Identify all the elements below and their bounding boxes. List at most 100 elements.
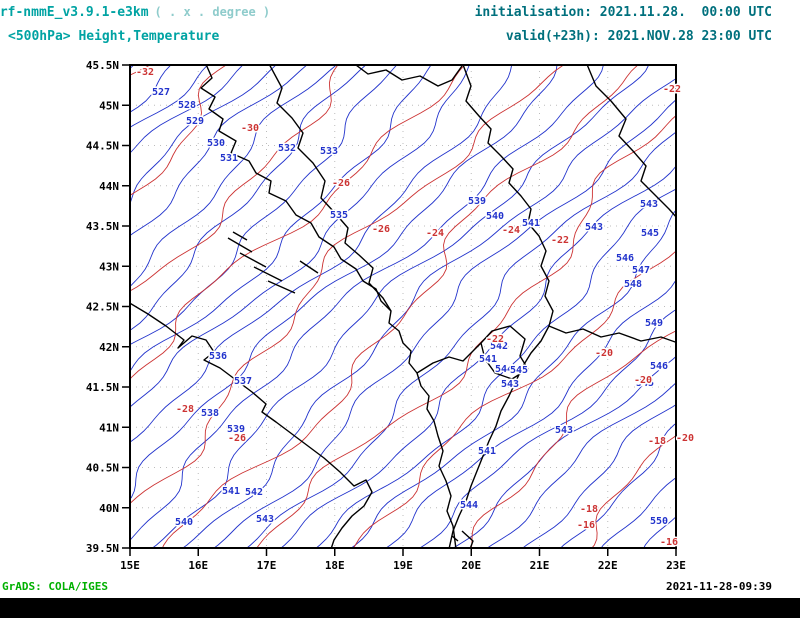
temp-contour-line xyxy=(131,66,338,291)
height-contour-label: 548 xyxy=(624,279,642,290)
height-contour-label: 541 xyxy=(478,446,496,457)
temp-contour-line xyxy=(131,66,465,379)
x-axis-label: 18E xyxy=(325,559,345,572)
temp-contour-label: -28 xyxy=(176,404,194,415)
height-contour-label: 539 xyxy=(468,196,486,207)
coastline-east-adriatic xyxy=(200,66,457,547)
height-contour-label: 547 xyxy=(632,265,650,276)
height-contour-line xyxy=(643,517,675,547)
temp-contour-line xyxy=(353,251,675,547)
height-contour-label: 531 xyxy=(220,153,238,164)
height-contour-label: 539 xyxy=(227,424,245,435)
height-contour-label: 535 xyxy=(330,210,348,221)
height-contour-label: 530 xyxy=(207,138,225,149)
height-contour-label: 546 xyxy=(616,253,634,264)
temp-contour-label: -20 xyxy=(676,433,694,444)
height-contour-line xyxy=(131,66,243,153)
temp-contour-label: -22 xyxy=(551,235,569,246)
height-contour-line xyxy=(247,132,675,547)
temp-contour-line xyxy=(131,66,563,504)
height-contour-label: 544 xyxy=(460,500,478,511)
y-axis-label: 42N xyxy=(99,341,119,354)
coastline-corfu-greece xyxy=(451,530,474,547)
model-title-line: wrf-nmmE_v3.9.1-e3km ( . x . degree ) xyxy=(0,5,270,20)
y-axis-label: 39.5N xyxy=(86,542,119,555)
height-contour-line xyxy=(714,35,800,575)
height-contours xyxy=(0,35,800,575)
temp-contour-line xyxy=(256,115,675,547)
axis-labels: 45.5N 45N 44.5N 44N 43.5N 43N 42.5N 42N 41.5N 41N… xyxy=(86,59,686,572)
height-contour-line xyxy=(487,383,675,547)
height-contour-line xyxy=(131,66,208,128)
y-axis-label: 45N xyxy=(99,99,119,112)
temp-contour-line xyxy=(627,35,800,575)
height-contour-label: 549 xyxy=(645,318,663,329)
height-contour-label: 545 xyxy=(510,365,528,376)
temp-contours xyxy=(131,35,800,575)
border-dinaric-inland xyxy=(269,66,392,312)
temp-contour-line xyxy=(162,66,638,547)
y-axis-label: 43.5N xyxy=(86,220,119,233)
y-axis-label: 41.5N xyxy=(86,381,119,394)
height-contour-label: 542 xyxy=(490,341,508,352)
border-north-pannonian xyxy=(356,66,463,87)
field-title: <500hPa> Height,Temperature xyxy=(8,29,220,44)
temp-contour-label: -22 xyxy=(663,84,681,95)
y-axis-label: 40N xyxy=(99,502,119,515)
init-time-label: initialisation: 2021.11.28. 00:00 UTC xyxy=(474,5,772,20)
height-contour-label: 527 xyxy=(152,87,170,98)
temp-contour-label: -26 xyxy=(332,178,350,189)
y-axis-label: 41N xyxy=(99,421,119,434)
height-contour-label: 537 xyxy=(234,376,252,387)
temp-contour-label: -26 xyxy=(372,224,390,235)
temp-contour-line xyxy=(131,66,226,196)
temp-contour-label: -30 xyxy=(241,123,259,134)
model-subtitle: ( . x . degree ) xyxy=(154,5,271,19)
model-title: wrf-nmmE_v3.9.1-e3km xyxy=(0,5,149,20)
height-contour-line xyxy=(131,66,366,331)
temp-contour-label: -24 xyxy=(426,228,444,239)
height-contour-line xyxy=(214,100,675,547)
height-contour-label: 543 xyxy=(256,514,274,525)
height-contour-line xyxy=(386,280,675,547)
border-northeast xyxy=(586,66,675,217)
y-axis-label: 40.5N xyxy=(86,462,119,475)
height-contour-line xyxy=(131,66,336,287)
height-contour-label: 541 xyxy=(222,486,240,497)
height-contour-label: 543 xyxy=(640,199,658,210)
height-contour-label: 533 xyxy=(320,146,338,157)
temp-contour-label: -20 xyxy=(595,348,613,359)
temp-contour-label: -18 xyxy=(580,504,598,515)
x-axis-label: 23E xyxy=(666,559,686,572)
height-contour-line xyxy=(0,35,97,575)
height-contour-line xyxy=(153,66,649,547)
height-contour-label: 528 xyxy=(178,100,196,111)
height-contour-line xyxy=(281,166,675,547)
temp-contour-label: -16 xyxy=(577,520,595,531)
height-contour-label: 543 xyxy=(501,379,519,390)
bottom-black-bar xyxy=(0,598,800,618)
x-axis-label: 21E xyxy=(530,559,550,572)
height-contour-label: 532 xyxy=(278,143,296,154)
coastline-italy xyxy=(131,302,373,547)
height-contour-label: 529 xyxy=(186,116,204,127)
height-contour-line xyxy=(131,66,512,443)
y-axis-label: 44.5N xyxy=(86,140,119,153)
height-contour-label: 546 xyxy=(650,361,668,372)
valid-time-label: valid(+23h): 2021.NOV.28 23:00 UTC xyxy=(505,29,772,44)
temp-contour-label: -18 xyxy=(648,436,666,447)
y-axis-label: 43N xyxy=(99,260,119,273)
temp-contour-label: -26 xyxy=(228,433,246,444)
height-contour-line xyxy=(601,477,675,547)
height-contour-line xyxy=(131,66,470,407)
height-contour-label: 550 xyxy=(650,516,668,527)
temp-contour-label: -22 xyxy=(486,334,504,345)
border-montenegro xyxy=(416,342,482,374)
y-axis-label: 42.5N xyxy=(86,301,119,314)
temp-contour-line xyxy=(470,330,675,547)
height-contour-line xyxy=(131,66,431,371)
height-contour-label: 545 xyxy=(641,228,659,239)
height-contour-label: 542 xyxy=(245,487,263,498)
